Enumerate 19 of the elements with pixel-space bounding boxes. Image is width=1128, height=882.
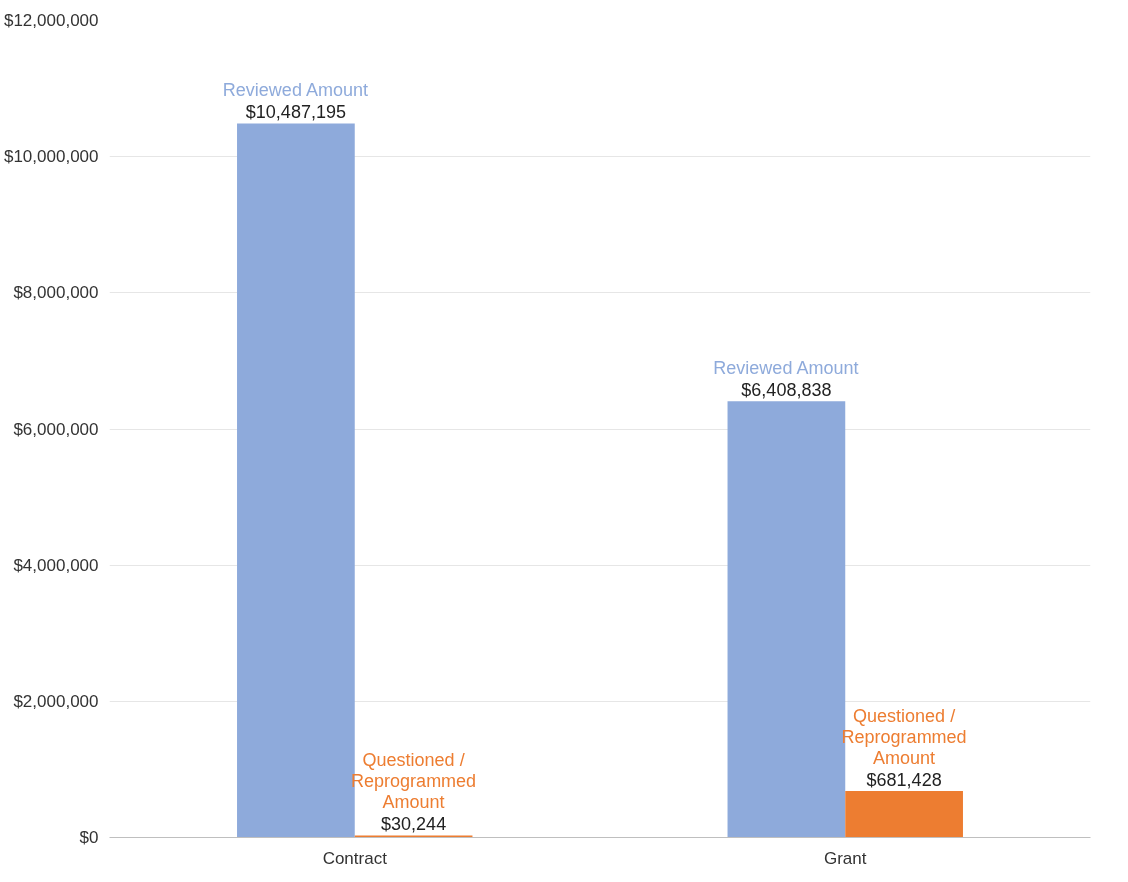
text: Reviewed Amount (713, 358, 859, 379)
y-tick-label: $8,000,000 (13, 283, 99, 303)
y-tick-label: $0 (79, 828, 99, 847)
y-tick-label: $2,000,000 (13, 691, 99, 711)
series-label: Reviewed Amount (222, 80, 368, 101)
series-label: Questioned / Reprogrammed Amount (841, 706, 967, 769)
x-tick-label: Grant (823, 848, 867, 868)
x-tick-label: Contract (322, 848, 388, 868)
data-label: $6,408,838 (741, 380, 832, 401)
bar (845, 791, 963, 838)
y-tick-label: $10,000,000 (3, 147, 99, 167)
bar (354, 835, 473, 838)
y-tick-label: $6,000,000 (13, 419, 99, 439)
y-tick-label: $4,000,000 (13, 555, 99, 575)
data-label: $681,428 (866, 770, 942, 791)
y-tick-label: $12,000,000 (3, 11, 99, 30)
data-label: $10,487,195 (245, 102, 346, 123)
text: Questioned / Reprogrammed Amount (351, 750, 477, 813)
data-label: $30,244 (381, 814, 447, 835)
